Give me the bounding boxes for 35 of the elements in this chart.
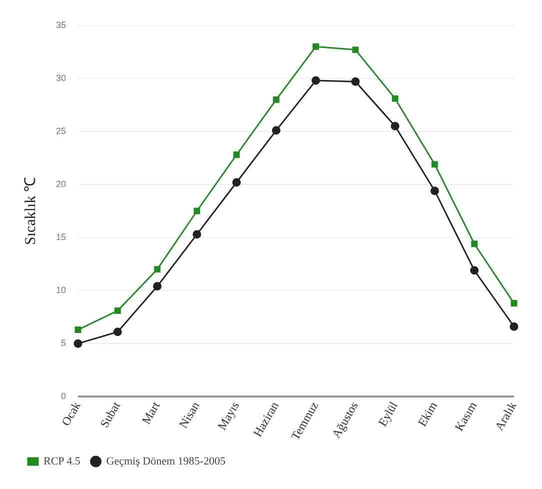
y-tick-label: 25 bbox=[56, 126, 66, 136]
y-tick-label: 20 bbox=[56, 178, 66, 189]
point bbox=[312, 76, 320, 85]
point bbox=[232, 178, 241, 187]
legend-label: Geçmiş Dönem 1985-2005 bbox=[106, 455, 226, 468]
point bbox=[192, 230, 202, 239]
point bbox=[272, 96, 280, 103]
point bbox=[351, 77, 360, 86]
point bbox=[153, 282, 162, 291]
legend-label: RCP 4.5 bbox=[44, 455, 81, 468]
point bbox=[390, 122, 400, 130]
point bbox=[194, 208, 200, 214]
point bbox=[233, 152, 240, 158]
y-tick-label: 10 bbox=[56, 285, 66, 296]
y-tick-label: 0 bbox=[60, 391, 66, 402]
point bbox=[154, 266, 161, 273]
point bbox=[470, 266, 479, 275]
y-tick-label: 30 bbox=[56, 72, 66, 83]
point bbox=[430, 186, 439, 196]
point bbox=[312, 43, 320, 50]
point bbox=[510, 300, 518, 306]
point bbox=[392, 95, 398, 102]
point bbox=[113, 328, 122, 336]
point bbox=[352, 46, 359, 54]
y-tick-label: 35 bbox=[56, 20, 66, 30]
y-axis-title: Sıcaklık ℃ bbox=[22, 177, 39, 245]
point bbox=[432, 161, 438, 168]
y-tick-label: 15 bbox=[56, 232, 66, 242]
y-tick-label: 5 bbox=[60, 338, 66, 348]
point bbox=[272, 126, 280, 135]
point bbox=[510, 322, 518, 331]
point bbox=[471, 240, 478, 248]
point bbox=[74, 339, 82, 348]
point bbox=[114, 307, 121, 314]
point bbox=[74, 326, 82, 333]
